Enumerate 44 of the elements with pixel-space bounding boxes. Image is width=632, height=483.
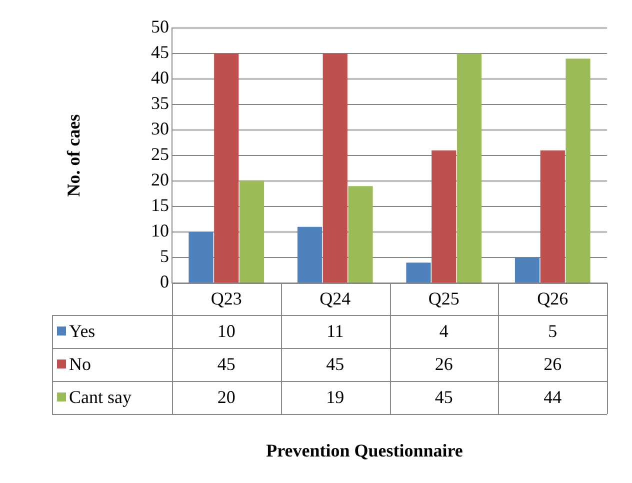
data-label: 10 [217, 321, 236, 342]
text: Prevention Questionnaire [266, 440, 463, 461]
data-label: 45 [434, 387, 453, 408]
data-label: 26 [434, 354, 453, 374]
data-label: 20 [217, 387, 236, 408]
y-tick-label: 0 [160, 272, 169, 292]
bar [514, 258, 540, 282]
data-label: 45 [326, 354, 344, 374]
legend-label: No [69, 354, 91, 374]
y-tick-label: 15 [151, 195, 169, 216]
bar [566, 58, 590, 282]
y-tick-label: 45 [151, 42, 169, 62]
y-tick-label: 40 [151, 68, 169, 88]
data-label: 4 [439, 321, 448, 342]
y-tick-label: 20 [151, 170, 169, 190]
bar [297, 226, 322, 282]
bar [432, 150, 456, 282]
y-tick-label: 5 [160, 246, 169, 266]
bar [214, 54, 239, 282]
data-label: 19 [326, 387, 344, 408]
bar [188, 232, 214, 282]
bar [456, 54, 482, 282]
data-label: 26 [544, 354, 562, 374]
y-tick-label: 50 [151, 16, 169, 37]
bar [239, 181, 264, 282]
y-tick-label: 30 [151, 118, 169, 139]
bar [322, 54, 348, 282]
y-axis-title: No. of caes [64, 114, 84, 197]
data-label: 5 [548, 321, 558, 342]
data-label: 45 [217, 354, 236, 374]
data-label: 11 [326, 321, 344, 342]
legend-label: Yes [69, 321, 96, 342]
x-tick-label: Q23 [210, 288, 242, 309]
x-tick-label: Q24 [320, 288, 351, 309]
legend-label: Cant say [69, 387, 132, 408]
bar [348, 186, 373, 282]
y-tick-label: 10 [151, 220, 169, 241]
bar [406, 262, 431, 282]
data-label: 44 [544, 387, 562, 408]
y-tick-label: 25 [151, 144, 169, 164]
bar [540, 150, 565, 282]
x-tick-label: Q26 [537, 288, 568, 309]
y-tick-label: 35 [151, 93, 169, 114]
x-tick-label: Q25 [428, 288, 460, 309]
